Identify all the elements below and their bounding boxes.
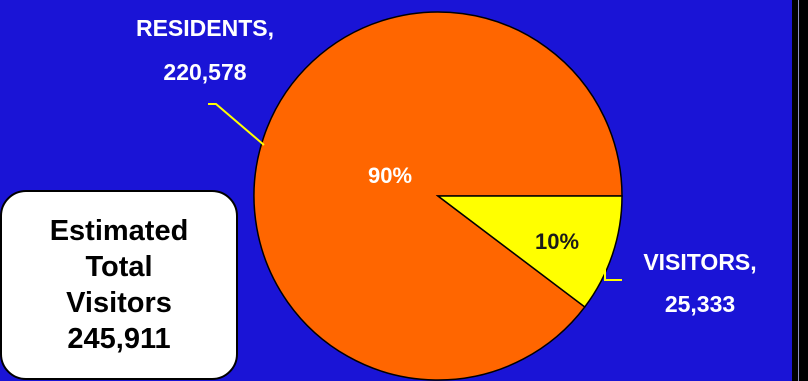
pie-slice-visitors	[435, 195, 623, 309]
residents-category-label: RESIDENTS,	[136, 15, 274, 41]
callout-line-3: Visitors	[66, 287, 172, 319]
total-visitors-callout: Estimated Total Visitors 245,911	[0, 190, 238, 380]
residents-leader-line	[208, 103, 265, 146]
callout-total-value: 245,911	[67, 323, 171, 355]
residents-percent-label: 90%	[368, 163, 412, 188]
visitors-value-label: 25,333	[665, 291, 735, 317]
callout-line-1: Estimated	[49, 215, 189, 247]
visitors-leader-line	[604, 255, 622, 281]
residents-value-label: 220,578	[163, 59, 246, 85]
visitors-category-label: VISITORS,	[643, 249, 756, 275]
right-edge-bar	[792, 0, 808, 381]
visitors-percent-label: 10%	[535, 229, 579, 254]
callout-line-2: Total	[85, 251, 153, 283]
